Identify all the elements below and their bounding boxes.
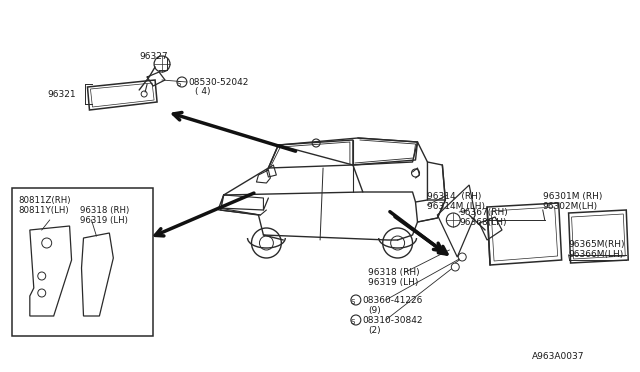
Text: 96327: 96327 — [139, 52, 168, 61]
Text: 96302M(LH): 96302M(LH) — [543, 202, 598, 211]
Text: 08310-30842: 08310-30842 — [363, 316, 423, 325]
Text: ( 4): ( 4) — [195, 87, 211, 96]
Text: A963A0037: A963A0037 — [532, 352, 584, 361]
Text: 08360-41226: 08360-41226 — [363, 296, 423, 305]
Text: S: S — [351, 319, 355, 325]
Text: 96314M (LH): 96314M (LH) — [428, 202, 486, 211]
Text: 96366M(LH): 96366M(LH) — [568, 250, 624, 259]
Text: 96365M(RH): 96365M(RH) — [568, 240, 625, 249]
Text: (2): (2) — [368, 326, 380, 335]
Text: 96319 (LH): 96319 (LH) — [368, 278, 418, 287]
Text: 80811Y(LH): 80811Y(LH) — [18, 206, 68, 215]
Text: 08530-52042: 08530-52042 — [189, 78, 249, 87]
Bar — [12, 188, 153, 336]
Text: 96314  (RH): 96314 (RH) — [428, 192, 482, 201]
Text: S: S — [351, 299, 355, 305]
Text: 96321: 96321 — [48, 90, 76, 99]
Text: 96318 (RH): 96318 (RH) — [368, 268, 419, 277]
Text: 96368(LH): 96368(LH) — [460, 218, 507, 227]
Text: 96318 (RH): 96318 (RH) — [79, 206, 129, 215]
Text: 80811Z(RH): 80811Z(RH) — [18, 196, 70, 205]
Text: 96301M (RH): 96301M (RH) — [543, 192, 602, 201]
Text: S: S — [177, 81, 181, 87]
Text: (9): (9) — [368, 306, 381, 315]
Text: 96367(RH): 96367(RH) — [460, 208, 508, 217]
Text: 96319 (LH): 96319 (LH) — [79, 216, 127, 225]
